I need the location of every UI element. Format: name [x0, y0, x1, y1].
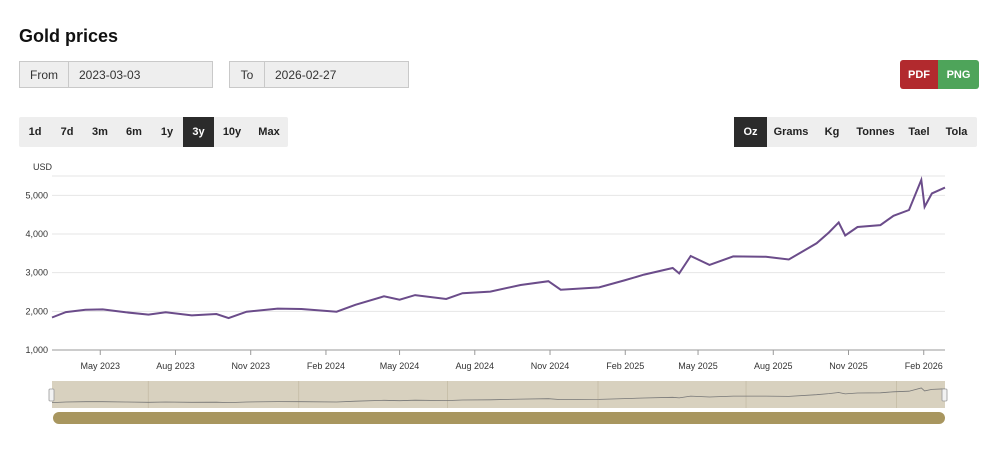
x-tick-label: Feb 2026	[905, 361, 943, 371]
range-10y-button[interactable]: 10y	[222, 126, 242, 138]
y-tick-label: 5,000	[25, 190, 48, 200]
unit-tonnes-button[interactable]: Tonnes	[856, 126, 895, 138]
range-navigator[interactable]	[48, 381, 948, 424]
export-pdf-button[interactable]: PDF	[900, 60, 938, 89]
x-tick-label: Aug 2023	[156, 361, 195, 371]
from-date-field[interactable]: From 2023-03-03	[19, 61, 213, 88]
from-date-input[interactable]: 2023-03-03	[79, 67, 141, 82]
range-6m-button[interactable]: 6m	[126, 126, 142, 138]
unit-selector: Oz Grams Kg Tonnes Tael Tola	[734, 117, 977, 147]
range-3m-button[interactable]: 3m	[92, 126, 108, 138]
y-axis-label: USD	[33, 162, 53, 172]
range-3y-button[interactable]: 3y	[183, 117, 214, 147]
x-tick-label: Feb 2024	[307, 361, 345, 371]
export-png-button[interactable]: PNG	[938, 60, 979, 89]
unit-grams-button[interactable]: Grams	[773, 126, 809, 138]
unit-kg-button[interactable]: Kg	[824, 126, 840, 138]
range-max-button[interactable]: Max	[258, 126, 280, 138]
price-line-series	[51, 175, 946, 320]
from-label: From	[20, 62, 69, 87]
y-tick-label: 2,000	[25, 306, 48, 316]
navigator-grid	[147, 381, 897, 408]
x-tick-label: Nov 2025	[829, 361, 868, 371]
x-tick-label: Aug 2025	[754, 361, 793, 371]
to-label: To	[230, 62, 265, 87]
range-1d-button[interactable]: 1d	[28, 126, 42, 138]
to-date-input[interactable]: 2026-02-27	[275, 67, 337, 82]
y-tick-label: 3,000	[25, 268, 48, 278]
x-tick-label: Feb 2025	[606, 361, 644, 371]
unit-tael-button[interactable]: Tael	[908, 126, 930, 138]
to-date-field[interactable]: To 2026-02-27	[229, 61, 409, 88]
page-title: Gold prices	[19, 26, 119, 46]
navigator-line	[51, 387, 946, 404]
x-tick-label: Nov 2024	[531, 361, 570, 371]
unit-oz-button[interactable]: Oz	[734, 117, 767, 147]
time-range-selector: 1d 7d 3m 6m 1y 3y 10y Max	[19, 117, 288, 147]
x-axis-ticks: May 2023 Aug 2023 Nov 2023 Feb 2024 May 2024…	[80, 350, 943, 371]
unit-tola-button[interactable]: Tola	[945, 126, 968, 138]
y-tick-label: 1,000	[25, 345, 48, 355]
x-tick-label: May 2023	[80, 361, 120, 371]
grid-lines	[52, 175, 945, 351]
x-tick-label: Nov 2023	[231, 361, 270, 371]
navigator-left-handle[interactable]	[48, 388, 55, 402]
range-1y-button[interactable]: 1y	[160, 126, 174, 138]
y-axis-ticks: 1,000 2,000 3,000 4,000 5,000	[25, 190, 48, 355]
x-tick-label: May 2024	[380, 361, 420, 371]
navigator-right-handle[interactable]	[941, 388, 948, 402]
navigator-scrollbar[interactable]	[53, 412, 945, 424]
x-tick-label: May 2025	[678, 361, 718, 371]
navigator-window[interactable]	[52, 381, 945, 408]
y-tick-label: 4,000	[25, 229, 48, 239]
range-7d-button[interactable]: 7d	[60, 126, 74, 138]
x-tick-label: Aug 2024	[456, 361, 495, 371]
